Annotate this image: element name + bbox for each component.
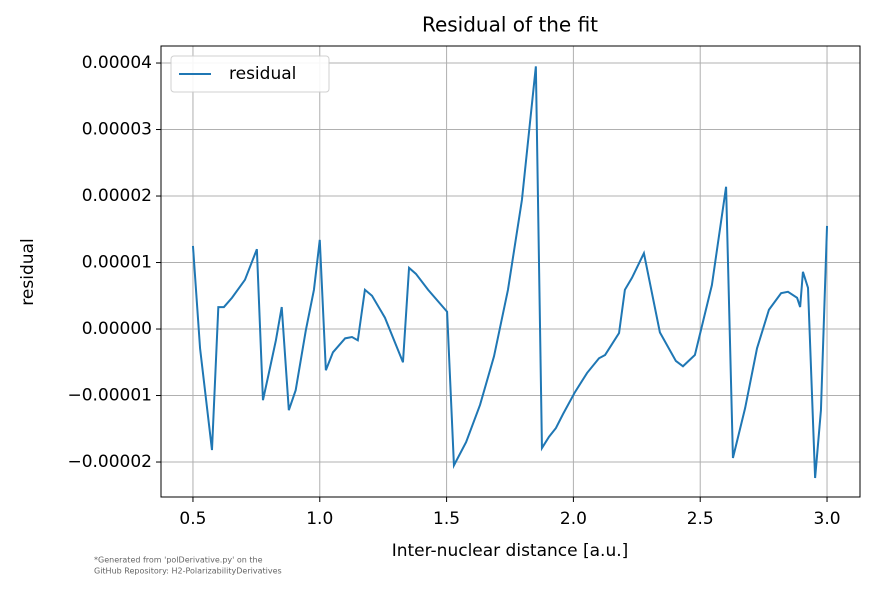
x-tick-label: 1.0 — [306, 509, 333, 529]
chart-title: Residual of the fit — [422, 13, 598, 37]
x-tick-label: 2.0 — [560, 509, 587, 529]
legend-box — [170, 55, 330, 93]
y-tick-label: 0.00004 — [82, 53, 152, 73]
y-tick-label: 0.00000 — [82, 319, 152, 339]
x-tick-label: 0.5 — [179, 509, 206, 529]
x-axis-label: Inter-nuclear distance [a.u.] — [392, 541, 629, 561]
y-axis-label: residual — [18, 238, 38, 305]
x-tick-label: 2.5 — [687, 509, 714, 529]
y-tick-label: −0.00001 — [67, 386, 152, 406]
data-line — [191, 66, 829, 479]
y-tick-label: 0.00001 — [82, 253, 152, 273]
footnote: *Generated from 'polDerivative.py' on th… — [94, 556, 263, 565]
legend-label: residual — [229, 64, 296, 84]
footnote: GitHub Repository: H2-PolarizabilityDeri… — [94, 567, 282, 576]
y-tick-label: 0.00002 — [82, 186, 152, 206]
y-tick-label: 0.00003 — [82, 120, 152, 140]
plot-frame — [160, 45, 861, 498]
x-tick-label: 3.0 — [814, 509, 841, 529]
x-tick-label: 1.5 — [433, 509, 460, 529]
y-tick-label: −0.00002 — [67, 452, 152, 472]
